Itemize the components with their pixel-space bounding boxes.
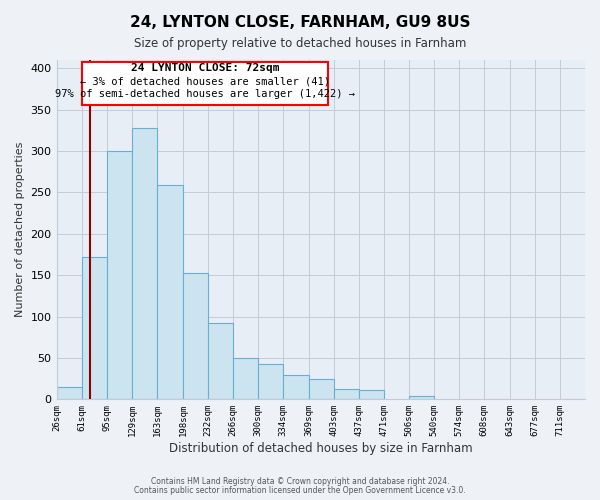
Bar xyxy=(560,398,585,400)
FancyBboxPatch shape xyxy=(82,62,328,104)
Text: 24, LYNTON CLOSE, FARNHAM, GU9 8US: 24, LYNTON CLOSE, FARNHAM, GU9 8US xyxy=(130,15,470,30)
Bar xyxy=(484,398,510,400)
Text: Contains public sector information licensed under the Open Government Licence v3: Contains public sector information licen… xyxy=(134,486,466,495)
Bar xyxy=(56,387,82,400)
Y-axis label: Number of detached properties: Number of detached properties xyxy=(15,142,25,318)
Bar xyxy=(183,272,208,400)
Bar xyxy=(107,151,132,400)
Text: 97% of semi-detached houses are larger (1,422) →: 97% of semi-detached houses are larger (… xyxy=(55,88,355,99)
Text: 24 LYNTON CLOSE: 72sqm: 24 LYNTON CLOSE: 72sqm xyxy=(131,63,279,73)
Text: Size of property relative to detached houses in Farnham: Size of property relative to detached ho… xyxy=(134,38,466,51)
Bar xyxy=(82,257,107,400)
Bar xyxy=(157,185,183,400)
Bar xyxy=(132,128,157,400)
Text: Contains HM Land Registry data © Crown copyright and database right 2024.: Contains HM Land Registry data © Crown c… xyxy=(151,477,449,486)
Bar xyxy=(208,323,233,400)
Bar xyxy=(409,396,434,400)
Bar xyxy=(233,358,258,400)
X-axis label: Distribution of detached houses by size in Farnham: Distribution of detached houses by size … xyxy=(169,442,473,455)
Bar xyxy=(334,388,359,400)
Text: ← 3% of detached houses are smaller (41): ← 3% of detached houses are smaller (41) xyxy=(80,76,330,86)
Bar xyxy=(359,390,383,400)
Bar xyxy=(258,364,283,400)
Bar xyxy=(283,376,308,400)
Bar xyxy=(308,380,334,400)
